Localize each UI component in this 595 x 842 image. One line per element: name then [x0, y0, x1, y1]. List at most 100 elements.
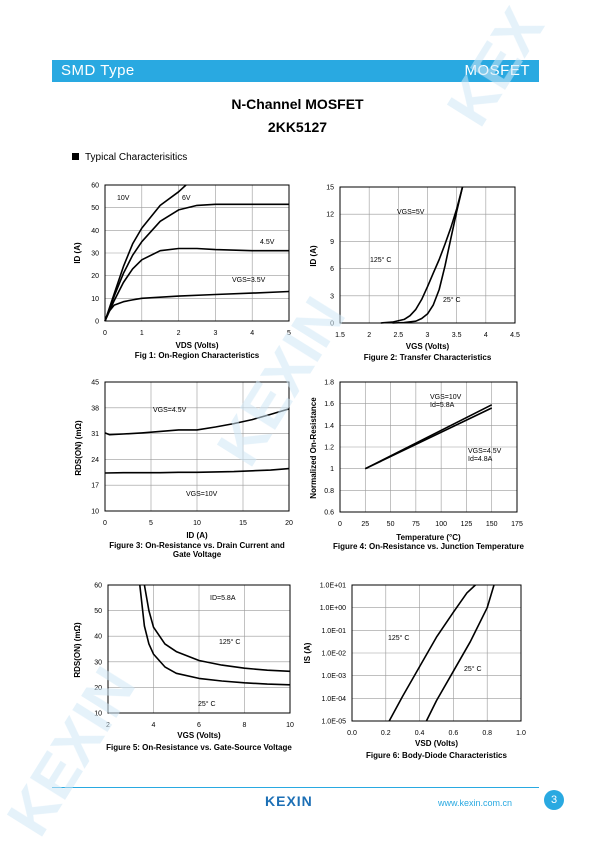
x-tick-label: 50: [387, 521, 395, 528]
x-axis-label: VGS (Volts): [177, 731, 221, 740]
y-tick-label: 1.0E+01: [320, 583, 346, 590]
x-tick-label: 2: [106, 722, 110, 729]
series-line: [139, 584, 291, 686]
series-annotation: 125° C: [370, 256, 391, 264]
x-tick-label: 150: [486, 521, 498, 528]
x-tick-label: 0.0: [347, 730, 357, 737]
x-tick-label: 4.5: [510, 332, 520, 339]
y-tick-label: 15: [326, 185, 334, 192]
y-tick-label: 45: [91, 380, 99, 387]
chart-4: 0 25 50 75 100 125 150 175 0.6 0.8 1 1.2 1.4 1.6 1.8 VG…: [309, 380, 523, 543]
y-tick-label: 50: [94, 608, 102, 615]
chart-5: 2 4 6 8 10 10 20 30 40 50 60 ID=5.8A 125° C 25° C VGS …: [73, 583, 294, 741]
y-tick-label: 38: [91, 405, 99, 412]
x-tick-label: 0.4: [415, 730, 425, 737]
figure-caption: Figure 5: On-Resistance vs. Gate-Source …: [106, 743, 292, 752]
series-line: [388, 584, 476, 722]
y-tick-label: 30: [94, 659, 102, 666]
y-tick-label: 0.8: [324, 488, 334, 495]
series-annotation: Id=4.8A: [468, 456, 493, 463]
x-tick-label: 1.0: [516, 730, 526, 737]
y-tick-label: 1.0E+00: [320, 605, 346, 612]
plot-frame: [104, 184, 290, 322]
website-url[interactable]: www.kexin.com.cn: [438, 798, 513, 808]
series-annotation: 25° C: [443, 296, 461, 304]
y-axis-label: ID (A): [73, 242, 82, 264]
y-tick-label: 1.0E-05: [321, 719, 346, 726]
y-tick-label: 12: [326, 212, 334, 219]
y-tick-label: 1.2: [324, 445, 334, 452]
y-tick-label: 17: [91, 483, 99, 490]
figure-caption: Figure 4: On-Resistance vs. Junction Tem…: [332, 542, 524, 551]
x-axis-label: VGS (Volts): [406, 342, 450, 351]
figure-caption: Figure 3: On-Resistance vs. Drain Curren…: [109, 541, 285, 559]
y-tick-label: 1.8: [324, 380, 334, 387]
plot-frame: [104, 381, 290, 512]
x-tick-label: 2: [177, 330, 181, 337]
y-tick-label: 10: [91, 296, 99, 303]
series-annotation: Id=5.8A: [430, 402, 455, 409]
y-axis-label: Normalized On-Resistance: [309, 397, 318, 499]
y-tick-label: 31: [91, 431, 99, 438]
chart-2: 1.5 2 2.5 3 3.5 4 4.5 0 3 6 9 12 15 VGS=5V 125° C 25° C…: [309, 185, 520, 352]
header-category-label: MOSFET: [464, 62, 530, 79]
series-line: [104, 203, 289, 322]
y-tick-label: 3: [330, 293, 334, 300]
y-tick-label: 9: [330, 239, 334, 246]
series-annotation: 6V: [182, 195, 191, 202]
x-tick-label: 5: [287, 330, 291, 337]
series-annotation: 125° C: [388, 634, 409, 642]
y-tick-label: 1.6: [324, 401, 334, 408]
x-tick-label: 3.5: [452, 332, 462, 339]
series-annotation: 125° C: [219, 638, 240, 646]
section-heading-label: Typical Characterisitics: [85, 152, 188, 163]
y-tick-label: 20: [94, 685, 102, 692]
header-type-label: SMD Type: [61, 62, 135, 79]
x-tick-label: 4: [250, 330, 254, 337]
x-tick-label: 0: [103, 520, 107, 527]
y-tick-label: 0: [95, 319, 99, 326]
series-line: [380, 186, 464, 324]
series-annotation: ID=5.8A: [210, 595, 236, 602]
x-tick-label: 3: [426, 332, 430, 339]
x-tick-label: 8: [243, 722, 247, 729]
x-tick-label: 2.5: [393, 332, 403, 339]
series-line: [104, 467, 290, 474]
y-axis-label: RDS(ON) (mΩ): [73, 622, 82, 678]
y-tick-label: 1.0E-04: [321, 696, 346, 703]
x-tick-label: 1: [140, 330, 144, 337]
x-tick-label: 0: [103, 330, 107, 337]
x-tick-label: 75: [412, 521, 420, 528]
y-tick-label: 10: [94, 711, 102, 718]
series-line: [104, 408, 290, 436]
y-tick-label: 1.0E-03: [321, 673, 346, 680]
series-annotation: VGS=10V: [186, 491, 218, 498]
y-tick-label: 0: [330, 321, 334, 328]
x-tick-label: 125: [461, 521, 473, 528]
x-tick-label: 10: [286, 722, 294, 729]
x-tick-label: 4: [152, 722, 156, 729]
section-heading: Typical Characterisitics: [72, 152, 187, 163]
page-number: 3: [544, 790, 564, 810]
x-tick-label: 175: [511, 521, 523, 528]
chart-6: 0.0 0.2 0.4 0.6 0.8 1.0 1.0E-05 1.0E-04 1.0E-03 1…: [303, 583, 526, 749]
bullet-square-icon: [72, 153, 79, 160]
y-tick-label: 50: [91, 205, 99, 212]
x-tick-label: 10: [193, 520, 201, 527]
footer-divider: [52, 787, 539, 788]
y-tick-label: 1.4: [324, 423, 334, 430]
chart-3: 0 5 10 15 20 10 17 24 31 38 45 VGS=4.5V VGS=10V ID (A…: [74, 380, 293, 541]
x-tick-label: 2: [367, 332, 371, 339]
x-tick-label: 5: [149, 520, 153, 527]
plot-frame: [107, 584, 291, 714]
y-axis-label: ID (A): [309, 245, 318, 267]
x-axis-label: ID (A): [186, 531, 208, 540]
x-tick-label: 6: [197, 722, 201, 729]
figure-caption: Figure 2: Transfer Characteristics: [363, 353, 492, 362]
x-tick-label: 0.8: [482, 730, 492, 737]
x-tick-label: 3: [213, 330, 217, 337]
y-tick-label: 40: [91, 228, 99, 235]
series-line: [143, 584, 291, 673]
y-tick-label: 10: [91, 509, 99, 516]
